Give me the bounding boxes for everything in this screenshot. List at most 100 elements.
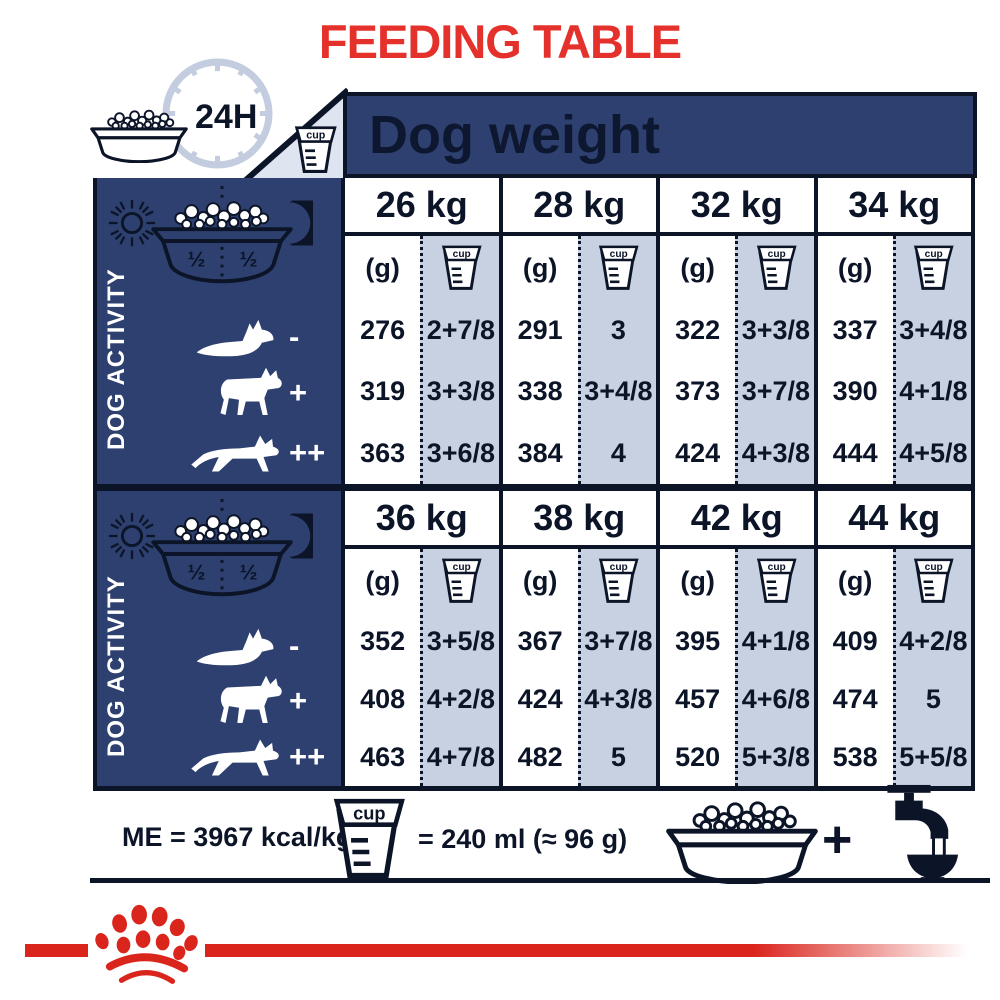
crown-paw-logo — [82, 902, 210, 992]
grams-unit-label: (g) — [522, 565, 558, 596]
cup-value: 3+3/8 — [741, 315, 811, 346]
g-value: 538 — [832, 741, 878, 772]
activity-sign: ++ — [289, 435, 326, 470]
cup-value: 2+7/8 — [426, 315, 496, 346]
kibble-bowl-icon — [662, 794, 822, 884]
activity-sign: + — [289, 683, 308, 718]
grams-unit-label: (g) — [680, 252, 715, 283]
g-value: 424 — [675, 437, 721, 468]
standing-dog-icon — [217, 674, 283, 728]
cup-value: 3+5/8 — [426, 626, 496, 657]
cup-value: 4+5/8 — [899, 437, 968, 468]
cup-icon — [754, 244, 798, 292]
footer-rule — [90, 878, 990, 883]
cup-value: 3+4/8 — [584, 376, 653, 407]
g-value: 482 — [517, 741, 563, 772]
g-value: 520 — [675, 741, 721, 772]
cup-value: 4+2/8 — [899, 626, 968, 657]
g-value: 322 — [675, 315, 721, 346]
weight-column: 44 kg (g) 409 474 538 4+2/8 5 5+5/8 — [817, 491, 975, 786]
dog-activity-label: DOG ACTIVITY — [103, 575, 130, 757]
grams-unit-label: (g) — [365, 252, 400, 283]
daily-ration-label: 24H — [195, 98, 258, 136]
page-title: FEEDING TABLE — [318, 15, 682, 68]
activity-row-low: - — [195, 310, 327, 364]
cup-value: 3+3/8 — [426, 376, 496, 407]
activity-sign: + — [289, 375, 308, 410]
cup-value: 4+1/8 — [741, 626, 811, 657]
weight-header: 28 kg — [502, 178, 656, 236]
g-value: 463 — [360, 741, 406, 772]
weight-column: 32 kg (g) 322 373 424 3+3/8 3+7/8 4+3/8 — [660, 178, 818, 484]
resting-dog-icon — [195, 317, 283, 358]
g-value: 424 — [517, 684, 563, 714]
weight-header: 36 kg — [345, 491, 499, 549]
resting-dog-icon — [195, 626, 283, 667]
cup-value: 5+5/8 — [899, 741, 968, 772]
cup-icon — [911, 244, 955, 292]
running-dog-icon — [189, 736, 283, 779]
activity-panel: DOG ACTIVITY - + ++ — [93, 491, 345, 786]
activity-sign: - — [289, 319, 300, 354]
cup-icon — [911, 557, 955, 605]
activity-panel: DOG ACTIVITY - + ++ — [93, 178, 345, 484]
weight-column: 28 kg (g) 291 338 384 3 3+4/8 4 — [502, 178, 660, 484]
g-value: 444 — [832, 437, 878, 468]
cup-equivalence-label: = 240 ml (≈ 96 g) — [418, 824, 628, 854]
cup-value: 4+2/8 — [426, 684, 496, 714]
cup-value: 3+7/8 — [584, 626, 653, 657]
cup-value: 5 — [925, 684, 941, 714]
g-value: 337 — [832, 315, 878, 346]
cup-value: 5+3/8 — [741, 741, 811, 772]
feeding-section-1: DOG ACTIVITY - + ++ 26 kg (g) — [93, 178, 975, 484]
weight-column: 42 kg (g) 395 457 520 4+1/8 4+6/8 5+3/8 — [660, 491, 818, 786]
g-value: 373 — [675, 376, 721, 407]
g-value: 319 — [360, 376, 406, 407]
g-value: 363 — [360, 437, 406, 468]
cup-value: 3 — [610, 315, 626, 346]
half-portions-bowl-icon — [147, 186, 297, 296]
feeding-section-2: DOG ACTIVITY - + ++ 36 kg (g) — [93, 491, 975, 786]
grams-unit-label: (g) — [522, 252, 558, 283]
metabolizable-energy-label: ME = 3967 kcal/kg — [122, 822, 353, 852]
cup-icon — [328, 796, 408, 882]
cup-value: 3+6/8 — [426, 437, 496, 468]
weight-columns: 26 kg (g) 276 319 363 2+7/8 3+3/8 3+6/8 — [345, 178, 975, 484]
weight-columns: 36 kg (g) 352 408 463 3+5/8 4+2/8 4+7/8 — [345, 491, 975, 786]
g-value: 352 — [360, 626, 406, 657]
weight-header: 26 kg — [345, 178, 499, 236]
cup-icon — [596, 244, 640, 292]
g-value: 291 — [517, 315, 563, 346]
cup-value: 3+7/8 — [741, 376, 811, 407]
activity-row-medium: + — [217, 366, 327, 420]
activity-row-high: ++ — [189, 730, 327, 784]
cup-value: 4 — [610, 437, 626, 468]
cup-value: 5 — [610, 741, 626, 772]
grams-unit-label: (g) — [365, 565, 400, 596]
moon-icon — [277, 200, 313, 246]
g-value: 276 — [360, 315, 406, 346]
cup-value: 4+6/8 — [741, 684, 811, 714]
g-value: 474 — [832, 684, 878, 714]
running-dog-icon — [189, 432, 283, 475]
cup-value: 3+4/8 — [899, 315, 968, 346]
activity-row-medium: + — [217, 674, 327, 728]
g-value: 395 — [675, 626, 721, 657]
g-value: 367 — [517, 626, 563, 657]
g-value: 390 — [832, 376, 878, 407]
plus-sign: + — [822, 811, 853, 869]
cup-icon — [439, 244, 483, 292]
red-band-left — [25, 944, 88, 957]
dog-weight-label: Dog weight — [369, 105, 660, 165]
table-bottom-border — [93, 786, 975, 791]
cup-value: 4+3/8 — [741, 437, 811, 468]
weight-header: 34 kg — [817, 178, 971, 236]
weight-header: 44 kg — [817, 491, 971, 549]
g-value: 409 — [832, 626, 878, 657]
dog-weight-header: Dog weight — [343, 92, 977, 178]
dog-activity-label: DOG ACTIVITY — [103, 268, 130, 450]
half-portions-bowl-icon — [147, 499, 297, 609]
weight-column: 36 kg (g) 352 408 463 3+5/8 4+2/8 4+7/8 — [345, 491, 503, 786]
g-value: 408 — [360, 684, 406, 714]
